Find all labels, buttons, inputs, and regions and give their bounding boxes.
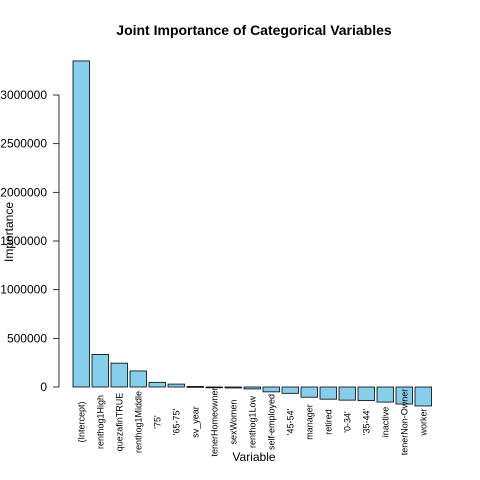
bar-18 (414, 386, 432, 407)
x-tick-label: sv_year (190, 406, 200, 438)
x-tick-label: tenerHomeowner (209, 387, 219, 456)
x-tick-label: '65-75' (171, 408, 181, 435)
chart-title: Joint Importance of Categorical Variable… (116, 22, 392, 38)
x-axis-label: Variable (232, 450, 275, 464)
bar-9 (243, 386, 261, 390)
y-tick-label: 0 (40, 380, 47, 394)
x-tick-label: '0-34' (342, 411, 352, 433)
bar-0 (72, 60, 90, 388)
x-tick-label: self-employed (266, 394, 276, 450)
y-axis: 0 500000 1000000 1500000 2000000 2500000 30000… (0, 88, 60, 394)
bars (72, 60, 432, 407)
y-tick-label: 500000 (7, 331, 47, 345)
x-tick-label: '75' (152, 415, 162, 429)
bar-3 (129, 370, 147, 388)
bar-5 (167, 383, 185, 388)
bar-2 (110, 362, 128, 388)
x-tick-label: renthog1High (95, 395, 105, 449)
x-tick-label: sexWomen (228, 400, 238, 445)
y-tick-label: 3000000 (0, 88, 47, 102)
x-tick-label: '45-54' (285, 408, 295, 435)
bar-7 (205, 386, 223, 389)
bar-4 (148, 381, 166, 388)
bar-10 (262, 386, 280, 393)
y-axis-label: Importance (2, 202, 16, 262)
bar-13 (319, 386, 337, 400)
x-tick-label: tenerNon-Owner (399, 389, 409, 456)
x-tick-label: renthog1Low (247, 395, 257, 448)
x-tick-label: '35-44' (361, 408, 371, 435)
bar-1 (91, 353, 109, 388)
bar-16 (376, 386, 394, 403)
x-tick-label: (Intercept) (76, 401, 86, 442)
y-tick-label: 1000000 (0, 283, 47, 297)
bar-17 (395, 386, 413, 405)
y-tick-label: 2500000 (0, 137, 47, 151)
x-tick-label: quezafinTRUE (114, 393, 124, 452)
bar-12 (300, 386, 318, 398)
x-tick-label: renthog1Middle (133, 391, 143, 453)
x-tick-label: retired (323, 409, 333, 435)
x-tick-label: worker (418, 408, 428, 436)
bar-15 (357, 386, 375, 402)
y-tick-label: 1500000 (0, 234, 47, 248)
x-tick-label: manager (304, 404, 314, 440)
bar-11 (281, 386, 299, 394)
x-tick-label: inactive (380, 407, 390, 438)
bar-14 (338, 386, 356, 401)
bar-8 (224, 386, 242, 389)
y-tick-label: 2000000 (0, 185, 47, 199)
bar-6 (186, 386, 204, 388)
x-tick-labels: (Intercept) renthog1High quezafinTRUE renth… (76, 387, 428, 456)
